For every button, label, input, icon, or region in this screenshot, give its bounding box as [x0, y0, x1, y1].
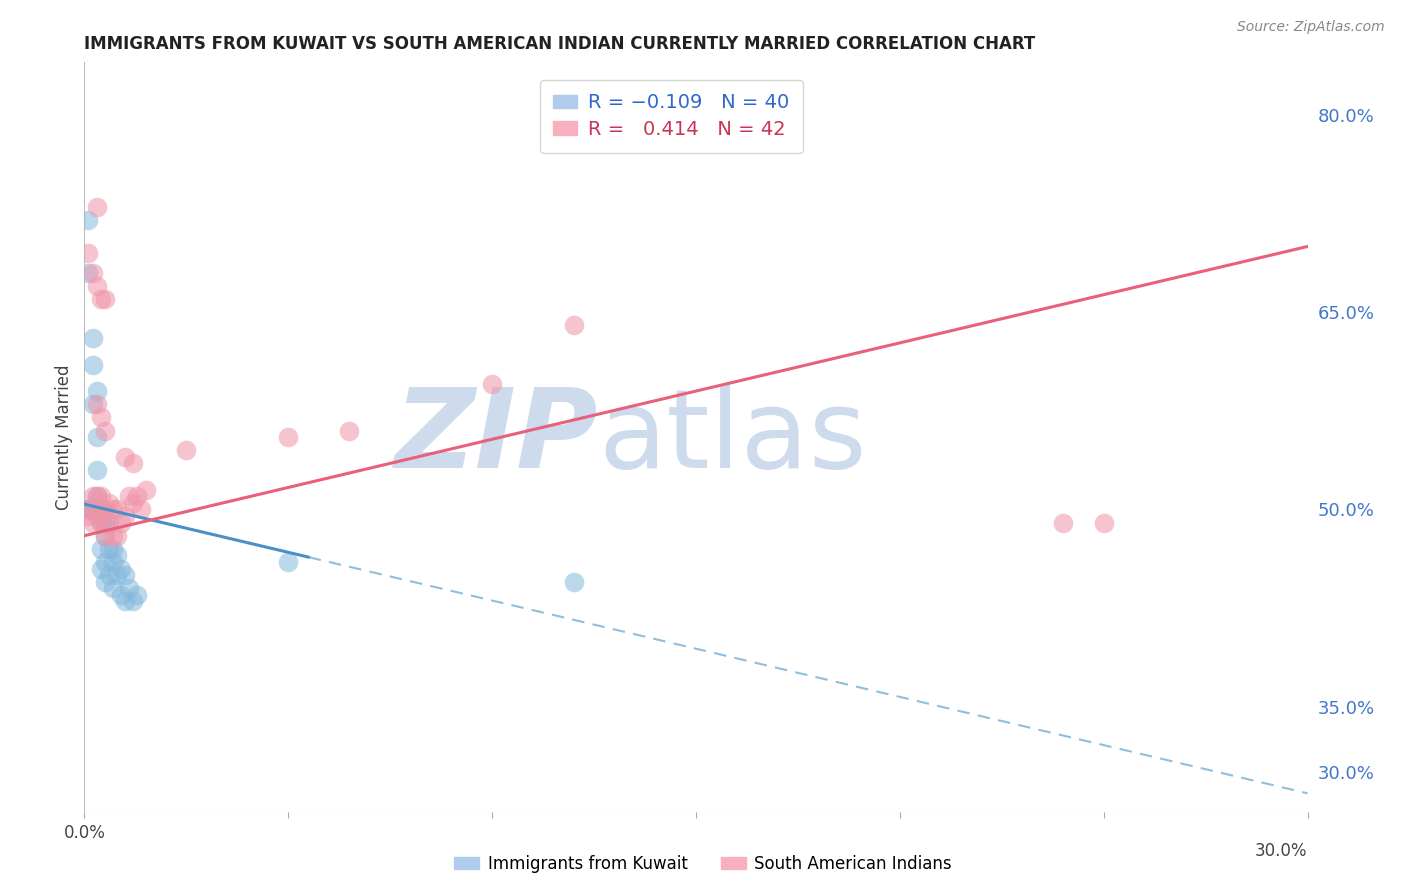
- Point: [82, 489, 104, 503]
- Point: [122, 496, 145, 510]
- Point: [122, 456, 145, 470]
- Point: [101, 555, 124, 569]
- Point: [1052, 516, 1074, 530]
- Point: [114, 508, 136, 523]
- Point: [90, 541, 112, 556]
- Text: ZIP: ZIP: [395, 384, 598, 491]
- Point: [1092, 516, 1115, 530]
- Point: [110, 561, 132, 575]
- Point: [77, 502, 100, 516]
- Point: [122, 594, 145, 608]
- Point: [90, 508, 112, 523]
- Point: [118, 489, 141, 503]
- Point: [86, 489, 108, 503]
- Point: [562, 318, 585, 333]
- Point: [110, 588, 132, 602]
- Legend: Immigrants from Kuwait, South American Indians: Immigrants from Kuwait, South American I…: [447, 848, 959, 880]
- Text: Source: ZipAtlas.com: Source: ZipAtlas.com: [1237, 20, 1385, 34]
- Point: [118, 581, 141, 595]
- Point: [105, 502, 128, 516]
- Point: [86, 489, 108, 503]
- Point: [93, 516, 115, 530]
- Y-axis label: Currently Married: Currently Married: [55, 364, 73, 510]
- Text: atlas: atlas: [598, 384, 866, 491]
- Point: [77, 266, 100, 280]
- Legend: R = −0.109   N = 40, R =   0.414   N = 42: R = −0.109 N = 40, R = 0.414 N = 42: [540, 79, 803, 153]
- Point: [86, 200, 108, 214]
- Point: [127, 588, 149, 602]
- Point: [481, 377, 503, 392]
- Point: [114, 594, 136, 608]
- Point: [93, 292, 115, 306]
- Point: [90, 489, 112, 503]
- Point: [105, 529, 128, 543]
- Point: [114, 568, 136, 582]
- Point: [82, 397, 104, 411]
- Point: [97, 516, 120, 530]
- Point: [277, 430, 299, 444]
- Point: [82, 266, 104, 280]
- Point: [127, 489, 149, 503]
- Point: [82, 516, 104, 530]
- Point: [101, 502, 124, 516]
- Point: [86, 279, 108, 293]
- Text: 30.0%: 30.0%: [1256, 842, 1308, 860]
- Point: [101, 541, 124, 556]
- Point: [86, 384, 108, 398]
- Point: [174, 443, 197, 458]
- Point: [77, 213, 100, 227]
- Point: [93, 502, 115, 516]
- Point: [101, 529, 124, 543]
- Point: [339, 424, 361, 438]
- Point: [82, 331, 104, 345]
- Point: [86, 508, 108, 523]
- Point: [105, 568, 128, 582]
- Point: [86, 397, 108, 411]
- Point: [90, 561, 112, 575]
- Point: [77, 502, 100, 516]
- Point: [82, 358, 104, 372]
- Point: [135, 483, 157, 497]
- Point: [90, 410, 112, 425]
- Point: [97, 516, 120, 530]
- Point: [93, 424, 115, 438]
- Point: [82, 502, 104, 516]
- Point: [97, 541, 120, 556]
- Point: [97, 568, 120, 582]
- Point: [90, 292, 112, 306]
- Point: [93, 574, 115, 589]
- Point: [77, 508, 100, 523]
- Point: [93, 555, 115, 569]
- Point: [97, 496, 120, 510]
- Point: [90, 516, 112, 530]
- Point: [131, 502, 153, 516]
- Point: [90, 516, 112, 530]
- Point: [93, 529, 115, 543]
- Point: [562, 574, 585, 589]
- Point: [114, 450, 136, 464]
- Point: [110, 516, 132, 530]
- Text: IMMIGRANTS FROM KUWAIT VS SOUTH AMERICAN INDIAN CURRENTLY MARRIED CORRELATION CH: IMMIGRANTS FROM KUWAIT VS SOUTH AMERICAN…: [84, 35, 1036, 53]
- Point: [77, 502, 100, 516]
- Point: [93, 505, 115, 519]
- Point: [86, 502, 108, 516]
- Point: [90, 508, 112, 523]
- Point: [277, 555, 299, 569]
- Point: [90, 502, 112, 516]
- Point: [101, 581, 124, 595]
- Point: [77, 246, 100, 260]
- Point: [105, 549, 128, 563]
- Point: [86, 430, 108, 444]
- Point: [93, 529, 115, 543]
- Point: [86, 463, 108, 477]
